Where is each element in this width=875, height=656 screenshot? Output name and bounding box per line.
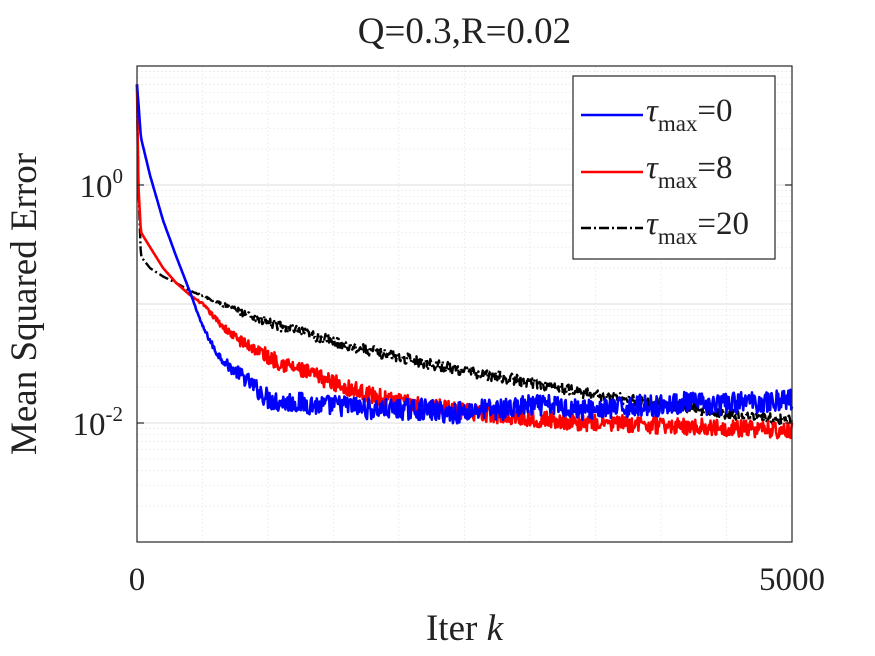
legend-entry-tau20: τmax=20	[581, 206, 749, 249]
y-axis-label: Mean Squared Error	[4, 153, 45, 455]
chart-title: Q=0.3,R=0.02	[358, 11, 571, 52]
axes-frame	[136, 65, 793, 543]
series-line-tau0	[135, 84, 794, 425]
x-tick-label-5000: 5000	[759, 562, 825, 598]
legend-label-tau8: τmax=8	[646, 150, 733, 193]
y-tick-label-0.01: 10-2	[73, 402, 124, 443]
legend-label-tau0: τmax=0	[646, 93, 733, 136]
legend-entry-tau0: τmax=0	[581, 93, 733, 136]
series-layer	[135, 84, 794, 440]
x-ticks: 0 5000	[129, 562, 825, 598]
legend: τmax=0 τmax=8 τmax=20	[572, 75, 776, 260]
x-axis-label: Iter k	[426, 608, 504, 649]
y-ticks: 100 10-2	[73, 164, 792, 443]
y-tick-label-1: 100	[80, 164, 124, 205]
legend-label-tau20: τmax=20	[646, 206, 749, 249]
legend-entry-tau8: τmax=8	[581, 150, 733, 193]
x-tick-label-0: 0	[129, 562, 146, 598]
